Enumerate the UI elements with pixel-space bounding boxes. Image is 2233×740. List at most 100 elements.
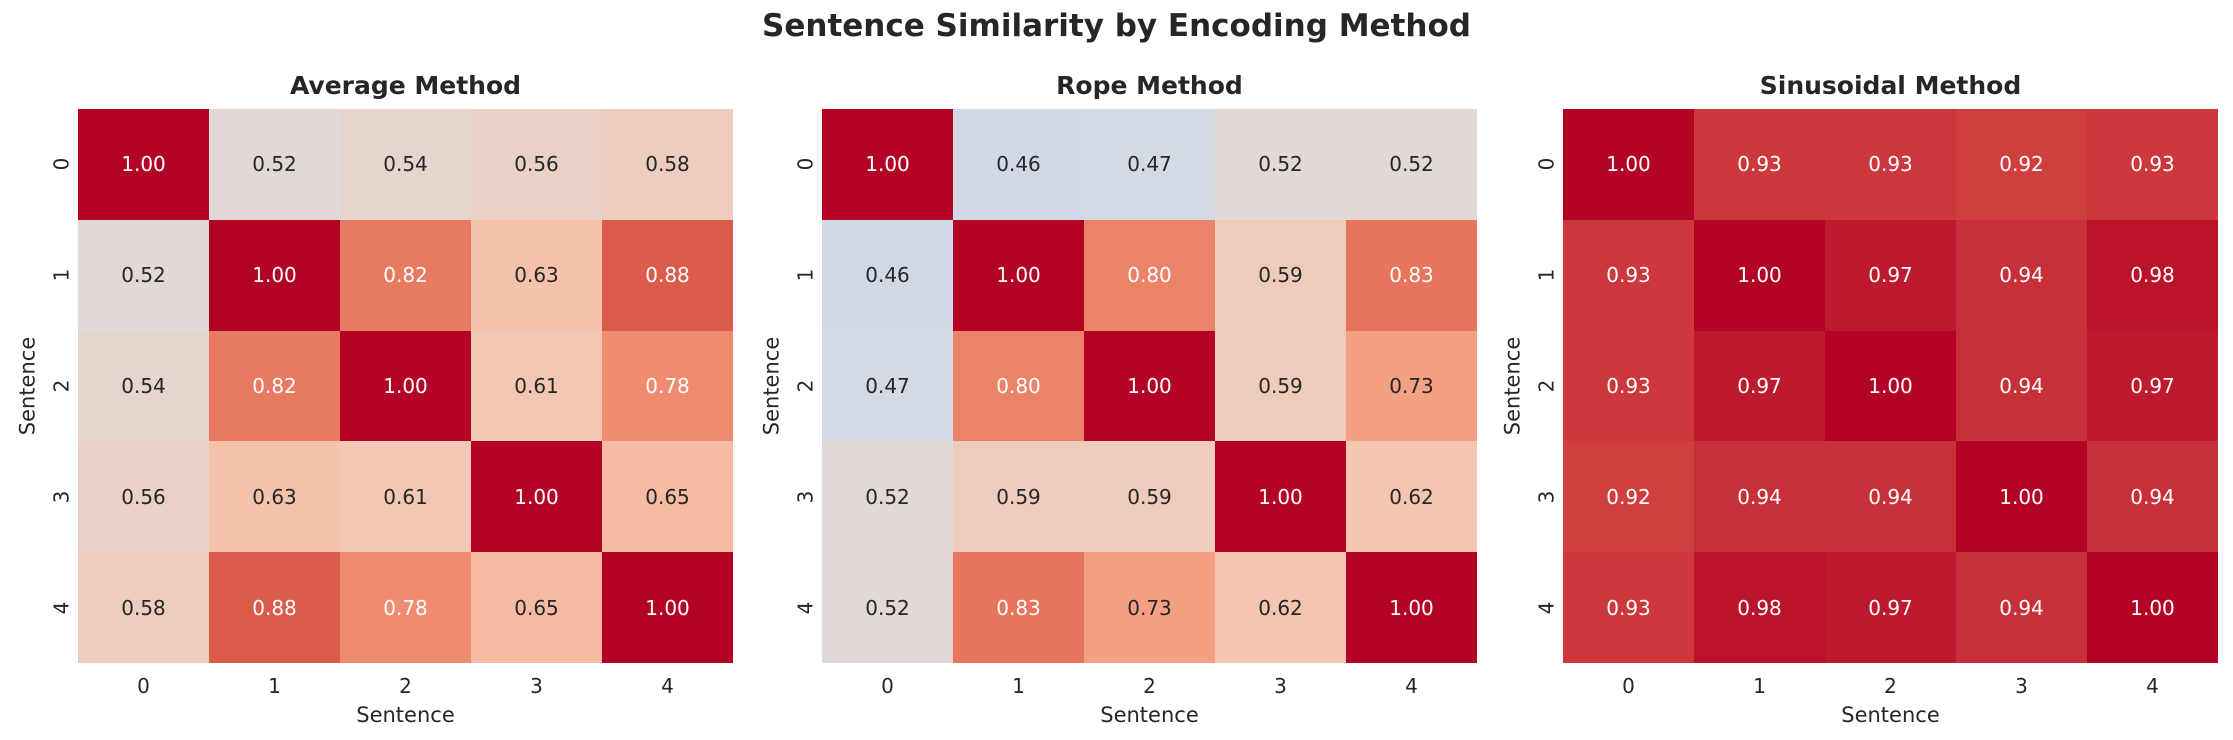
subplot-title: Sinusoidal Method [1759,71,2022,100]
heatmap-cell: 0.98 [1694,552,1825,663]
heatmap-cell: 0.98 [2087,219,2218,331]
heatmap-cell: 0.59 [1215,219,1346,331]
heatmap-cell: 0.59 [1215,330,1346,442]
y-tick-label: 1 [48,268,73,282]
x-tick-label: 3 [530,674,543,698]
heatmap-cell: 1.00 [1084,330,1215,442]
figure-title: Sentence Similarity by Encoding Method [762,8,1471,44]
heatmap-cell: 0.94 [1825,441,1956,553]
heatmap-cell: 0.97 [1825,219,1956,331]
heatmap-cell: 0.94 [1956,552,2087,663]
heatmap-cell: 0.94 [1956,330,2087,442]
y-tick-label: 4 [792,601,817,614]
heatmap-cell: 1.00 [209,219,340,331]
heatmap-cell: 1.00 [1346,552,1477,663]
heatmap-cell: 0.62 [1346,441,1477,553]
x-tick-label: 4 [1405,674,1418,698]
x-axis-label: Sentence [1841,703,1940,727]
x-tick-label: 2 [399,674,412,698]
heatmap-cell: 0.73 [1084,552,1215,663]
y-axis-ticks: 0 1 2 3 4 [788,109,822,663]
heatmap-cell: 0.61 [471,330,602,442]
heatmap-cell: 1.00 [78,109,209,220]
y-axis-label: Sentence [10,109,44,663]
x-axis-label: Sentence [356,703,455,727]
heatmap-cell: 0.97 [1825,552,1956,663]
y-axis-label: Sentence [754,109,788,663]
x-tick-label: 3 [2015,674,2028,698]
y-tick-label: 2 [792,379,817,393]
heatmap-cell: 0.54 [340,109,471,220]
heatmap-cell: 0.59 [953,441,1084,553]
y-tick-label: 1 [792,268,817,282]
heatmap-cell: 0.61 [340,441,471,553]
heatmap-cell: 0.63 [209,441,340,553]
heatmap-cell: 1.00 [822,109,953,220]
x-axis-label: Sentence [1100,703,1199,727]
x-tick-label: 4 [661,674,674,698]
y-axis-label-text: Sentence [759,336,783,436]
heatmap-cell: 0.93 [1694,109,1825,220]
heatmap-cell: 0.83 [953,552,1084,663]
heatmap-cell: 0.52 [209,109,340,220]
heatmap-cell: 0.92 [1956,109,2087,220]
y-tick-label: 2 [48,379,73,393]
subplot-title: Average Method [289,71,522,100]
heatmap-cell: 0.78 [602,330,733,442]
heatmap-cell: 1.00 [1563,109,1694,220]
heatmap-cell: 0.93 [1563,219,1694,331]
heatmap-cell: 0.97 [2087,330,2218,442]
heatmap-cell: 0.52 [822,441,953,553]
heatmap-cell: 0.46 [953,109,1084,220]
x-axis-ticks: 0 1 2 3 4 [1563,663,2218,699]
heatmap-cell: 1.00 [1825,330,1956,442]
x-tick-label: 1 [1753,674,1766,698]
heatmap-grid: 1.00 0.52 0.54 0.56 0.58 0.52 1.00 0.82 0.63 0.88… [78,109,733,663]
heatmap-cell: 0.97 [1694,330,1825,442]
y-axis-label-text: Sentence [15,336,39,436]
heatmap-cell: 0.93 [2087,109,2218,220]
heatmap-cell: 0.88 [209,552,340,663]
heatmap-cell: 0.93 [1825,109,1956,220]
x-axis-ticks: 0 1 2 3 4 [822,663,1477,699]
x-tick-label: 0 [1622,674,1635,698]
x-tick-label: 3 [1274,674,1287,698]
y-tick-label: 0 [792,158,817,171]
heatmap-cell: 0.65 [471,552,602,663]
x-tick-label: 1 [268,674,281,698]
heatmap-cell: 0.94 [1694,441,1825,553]
x-axis-ticks: 0 1 2 3 4 [78,663,733,699]
subplot-title: Rope Method [1056,71,1243,100]
y-tick-label: 4 [1533,601,1558,614]
x-tick-label: 4 [2146,674,2159,698]
heatmap-cell: 1.00 [1694,219,1825,331]
x-tick-label: 1 [1012,674,1025,698]
y-tick-label: 0 [1533,158,1558,171]
heatmap-cell: 0.78 [340,552,471,663]
heatmap-cell: 0.47 [822,330,953,442]
heatmap-cell: 0.56 [471,109,602,220]
heatmap-cell: 1.00 [2087,552,2218,663]
heatmap-cell: 1.00 [602,552,733,663]
y-tick-label: 3 [48,490,73,504]
heatmap-cell: 1.00 [953,219,1084,331]
y-tick-label: 3 [792,490,817,504]
heatmap-grid: 1.00 0.93 0.93 0.92 0.93 0.93 1.00 0.97 0.94 0.98… [1563,109,2218,663]
heatmap-cell: 0.80 [953,330,1084,442]
heatmap-cell: 0.58 [602,109,733,220]
y-tick-label: 1 [1533,268,1558,282]
y-tick-label: 4 [48,601,73,614]
y-axis-label: Sentence [1495,109,1529,663]
heatmap-cell: 1.00 [471,441,602,553]
heatmap-cell: 0.92 [1563,441,1694,553]
x-tick-label: 0 [137,674,150,698]
heatmap-cell: 0.93 [1563,330,1694,442]
heatmap-grid: 1.00 0.46 0.47 0.52 0.52 0.46 1.00 0.80 0.59 0.83… [822,109,1477,663]
heatmap-cell: 0.59 [1084,441,1215,553]
heatmap-cell: 0.47 [1084,109,1215,220]
heatmap-cell: 0.94 [2087,441,2218,553]
heatmap-cell: 0.83 [1346,219,1477,331]
